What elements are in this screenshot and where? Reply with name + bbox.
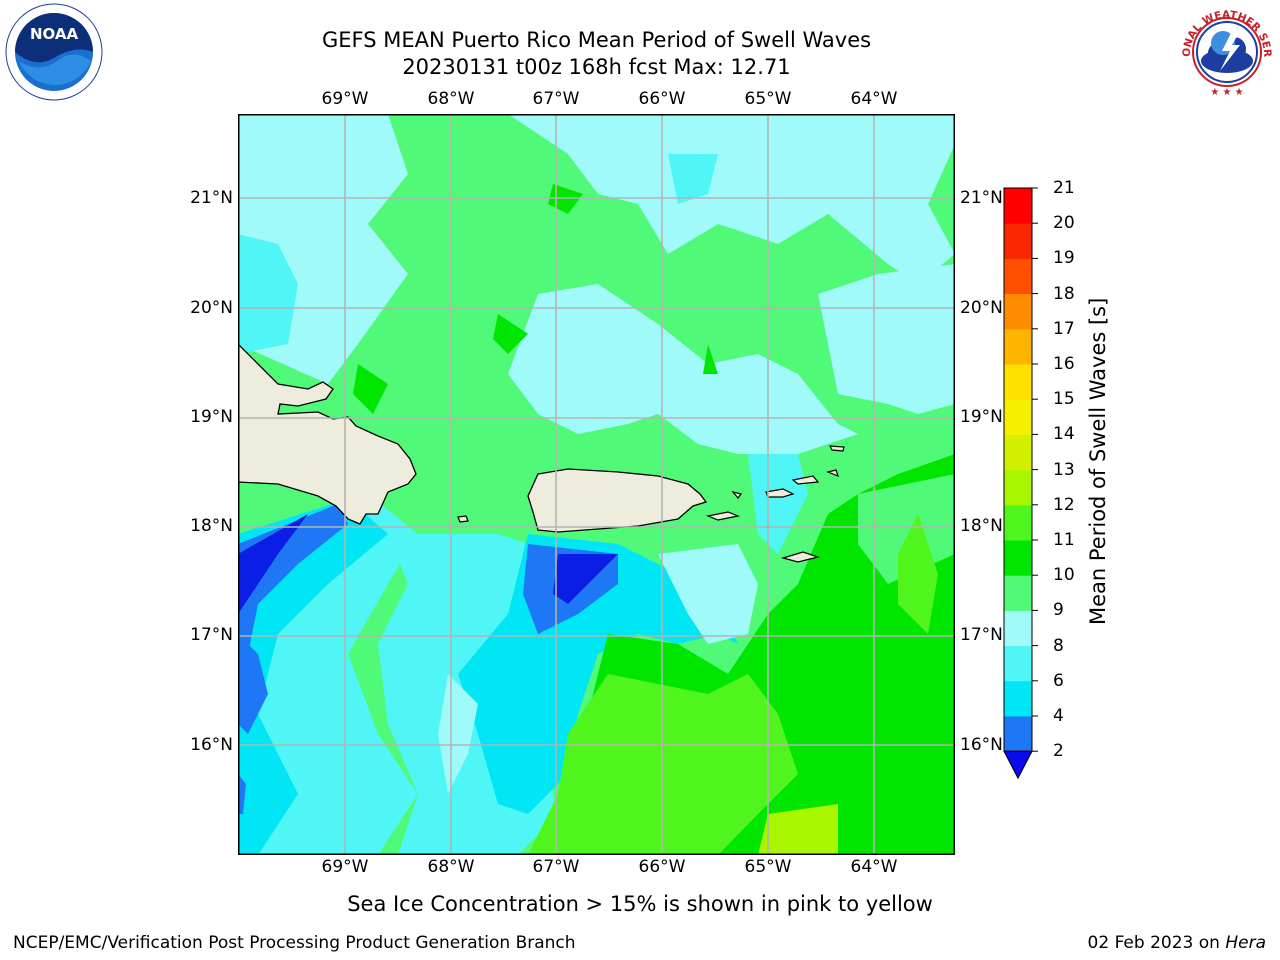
lat-tick-left: 17°N [190, 625, 233, 645]
field-sw-4-6 [238, 499, 388, 855]
colorbar-tick-label: 10 [1053, 565, 1075, 586]
colorbar-segment [1004, 469, 1032, 506]
colorbar-segment [1004, 540, 1032, 576]
lat-tick-right: 17°N [960, 625, 1003, 645]
field-6-8-patch [668, 154, 718, 204]
footer-credit: NCEP/EMC/Verification Post Processing Pr… [13, 933, 576, 953]
field-east-8-9 [818, 264, 955, 414]
field-ne-8-9 [508, 114, 955, 284]
lon-tick-bottom: 69°W [321, 857, 369, 877]
field-se-11-12 [528, 674, 798, 855]
colorbar-tick-label: 16 [1053, 354, 1075, 374]
noaa-logo-text: NOAA [30, 25, 79, 43]
footer-date: 02 Feb 2023 on Hera [1088, 933, 1266, 953]
colorbar-tick-label: 13 [1053, 459, 1075, 480]
colorbar-segment [1004, 293, 1032, 330]
lon-tick-top: 67°W [532, 89, 580, 109]
colorbar-tick-label: 8 [1053, 635, 1064, 656]
lat-tick-left: 18°N [190, 516, 233, 536]
lat-tick-right: 20°N [960, 298, 1003, 318]
field-nw-6-8 [238, 234, 298, 354]
field-sw-deep [238, 514, 308, 614]
lon-tick-bottom: 64°W [850, 857, 898, 877]
colorbar-segment [1004, 716, 1032, 752]
lat-tick-right: 18°N [960, 516, 1003, 536]
colorbar-segment [1004, 328, 1032, 365]
lat-tick-left: 21°N [190, 188, 233, 208]
lat-tick-left: 19°N [190, 407, 233, 427]
noaa-logo: NOAA [5, 3, 103, 101]
colorbar-segment [1004, 645, 1032, 682]
colorbar-axis-label: Mean Period of Swell Waves [s] [1086, 297, 1110, 625]
map-panel [238, 114, 955, 855]
sea-ice-note: Sea Ice Concentration > 15% is shown in … [347, 892, 933, 916]
colorbar-segment [1004, 504, 1032, 541]
colorbar-tick-label: 19 [1053, 248, 1075, 269]
lon-tick-top: 69°W [321, 89, 369, 109]
lat-tick-right: 16°N [960, 735, 1003, 755]
colorbar-tick-label: 6 [1053, 670, 1064, 691]
colorbar-tick-label: 4 [1053, 706, 1064, 726]
colorbar-tick-label: 17 [1053, 318, 1075, 339]
colorbar-segment [1004, 610, 1032, 647]
colorbar-extend [1003, 750, 1033, 780]
lat-tick-left: 20°N [190, 298, 233, 318]
lon-tick-top: 66°W [638, 89, 686, 109]
colorbar-segment [1004, 399, 1032, 435]
lon-tick-top: 65°W [744, 89, 792, 109]
colorbar-tick-label: 14 [1053, 424, 1075, 445]
field-vi-6-8 [748, 454, 808, 554]
colorbar-segment [1004, 434, 1032, 471]
colorbar-tick-label: 18 [1053, 283, 1075, 304]
colorbar-segment [1004, 364, 1032, 400]
colorbar-segment [1004, 223, 1032, 259]
lon-tick-bottom: 67°W [532, 857, 580, 877]
footer-date-text: 02 Feb 2023 on [1087, 933, 1226, 953]
title-line-2: 20230131 t00z 168h fcst Max: 12.71 [402, 55, 791, 79]
title-line-1: GEFS MEAN Puerto Rico Mean Period of Swe… [321, 28, 872, 52]
colorbar-tick-label: 9 [1053, 600, 1064, 621]
field-central-8-9 [508, 284, 858, 454]
colorbar-segment [1004, 258, 1032, 295]
map-gridlines [238, 114, 955, 855]
colorbar-tick-label: 2 [1053, 741, 1064, 762]
colorbar-segment [1004, 188, 1032, 224]
map-frame [238, 114, 955, 855]
colorbar-tick-label: 21 [1053, 178, 1075, 198]
lat-tick-right: 19°N [960, 407, 1003, 427]
lon-tick-top: 64°W [850, 89, 898, 109]
colorbar-segment [1004, 680, 1032, 717]
colorbar-tick-label: 12 [1053, 494, 1075, 515]
colorbar-tick-label: 11 [1053, 530, 1075, 550]
nws-logo: NATIONAL WEATHER SERVICE ★ ★ ★ [1178, 3, 1274, 99]
lon-tick-bottom: 68°W [427, 857, 475, 877]
colorbar [1003, 187, 1038, 780]
field-se-12-13 [758, 804, 838, 855]
land-hispaniola [238, 343, 417, 525]
colorbar-tick-label: 15 [1053, 389, 1075, 410]
colorbar-tick-label: 20 [1053, 213, 1075, 234]
lon-tick-bottom: 65°W [744, 857, 792, 877]
lat-tick-left: 16°N [190, 735, 233, 755]
lat-tick-right: 21°N [960, 188, 1003, 208]
lon-tick-bottom: 66°W [638, 857, 686, 877]
lon-tick-top: 68°W [427, 89, 475, 109]
svg-text:★ ★ ★: ★ ★ ★ [1210, 87, 1243, 98]
footer-host: Hera [1225, 933, 1266, 953]
colorbar-segment [1004, 575, 1032, 611]
